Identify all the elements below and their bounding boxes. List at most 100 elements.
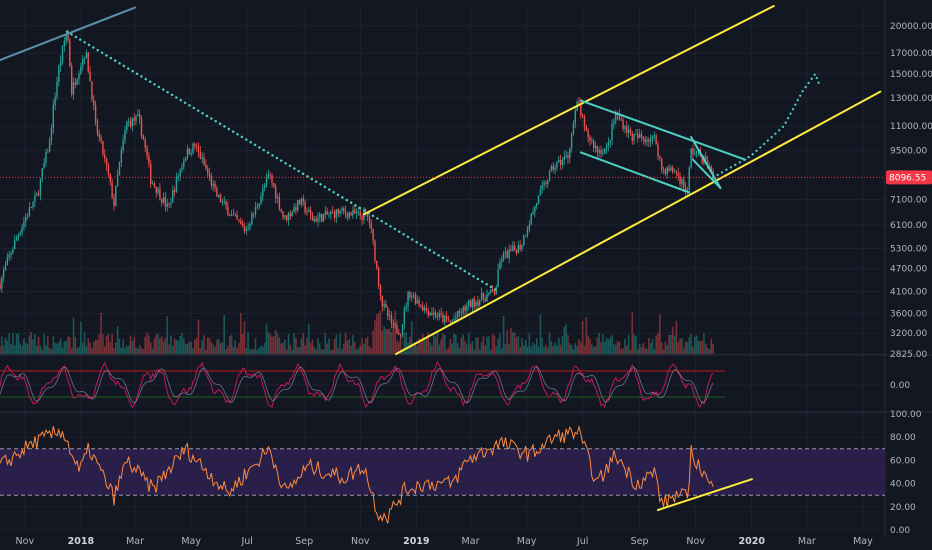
trendline-wedge-upper (690, 136, 722, 190)
candle-body (41, 168, 43, 180)
candle-body (354, 209, 356, 214)
volume-bar (344, 332, 347, 354)
x-tick-label: Nov (351, 536, 370, 547)
volume-bar (289, 344, 292, 354)
x-tick-label: Nov (686, 536, 705, 547)
candle-body (111, 181, 113, 198)
volume-bar (438, 344, 441, 354)
candle-body (159, 188, 161, 200)
volume-bar (89, 342, 91, 354)
volume-bar (471, 341, 474, 354)
volume-bar (164, 337, 167, 354)
candle-body (458, 310, 461, 314)
volume-bar (499, 333, 501, 354)
volume-bar (370, 348, 373, 354)
candle-body (273, 182, 275, 187)
candle-body (298, 200, 301, 205)
volume-bar (565, 324, 567, 354)
volume-bar (649, 342, 652, 354)
volume-bar (48, 348, 51, 354)
volume-bar (296, 347, 299, 354)
candle-body (355, 211, 358, 214)
candle-body (381, 295, 384, 307)
candle-body (627, 129, 630, 133)
candle-body (640, 134, 643, 137)
candle-body (471, 298, 474, 308)
trendlines[interactable] (0, 5, 885, 355)
candle-body (653, 135, 656, 137)
volume-bar (510, 327, 512, 354)
candle-body (409, 291, 411, 298)
candle-body (138, 114, 141, 119)
volume-bar (453, 333, 455, 354)
volume-bar (495, 346, 498, 354)
volume-bar (35, 345, 38, 354)
candle-body (295, 207, 297, 211)
y-tick-label: 9500.00 (890, 147, 927, 157)
candle-body (126, 121, 128, 131)
candle-body (69, 40, 71, 67)
candle-body (604, 148, 606, 154)
candle-body (265, 177, 268, 186)
volume-bar (361, 338, 363, 354)
volume-bar (414, 343, 417, 354)
x-tick-label: Mar (798, 536, 816, 547)
candle-body (120, 150, 123, 163)
candle-body (357, 211, 360, 213)
volume-bar (627, 334, 630, 354)
volume-bar (291, 349, 294, 354)
volume-bar (247, 332, 249, 354)
candle-body (379, 285, 382, 296)
volume-bar (140, 347, 143, 354)
candle-body (225, 201, 227, 207)
candle-body (352, 209, 354, 216)
volume-bar (502, 316, 505, 354)
volume-bar (254, 337, 257, 354)
volume-bar (644, 347, 646, 354)
volume-bar (337, 348, 339, 354)
volume-bar (488, 336, 490, 354)
volume-bar (442, 333, 444, 354)
volume-bar (427, 332, 430, 354)
volume-bar (385, 328, 387, 354)
candle-body (326, 211, 328, 215)
candle-body (385, 303, 387, 308)
volume-bar (155, 334, 158, 354)
x-tick-label: Mar (462, 536, 480, 547)
volume-bar (32, 339, 34, 354)
volume-bar (638, 344, 641, 354)
volume-bar (319, 343, 321, 354)
candle-body (124, 130, 126, 141)
volume-bar (223, 315, 226, 354)
volume-bar (635, 335, 637, 354)
volume-bar (421, 333, 424, 354)
volume-bar (379, 310, 382, 354)
volume-bar (578, 339, 580, 354)
candle-body (135, 116, 137, 122)
volume-bar (572, 349, 575, 354)
candle-body (350, 212, 352, 216)
candle-body (82, 59, 84, 67)
candle-body (412, 294, 415, 296)
volume-bar (399, 337, 402, 354)
candle-body (87, 52, 89, 72)
volume-bar (333, 338, 336, 354)
volume-bar (87, 338, 90, 354)
candle-body (431, 312, 433, 315)
candle-body (8, 254, 10, 258)
candle-body (622, 120, 624, 130)
candle-body (411, 295, 413, 298)
candle-body (199, 151, 202, 160)
candle-body (561, 160, 564, 166)
volume-bar (72, 317, 75, 354)
volume-bar (217, 338, 220, 354)
volume-bar (423, 339, 426, 354)
volume-bar (506, 329, 509, 354)
x-tick-label: 2020 (739, 536, 766, 547)
candle-body (414, 294, 417, 304)
candle-body (183, 161, 185, 167)
x-tick-label: May (181, 536, 201, 547)
x-tick-label: Jul (240, 536, 252, 547)
volume-bar (342, 343, 345, 354)
